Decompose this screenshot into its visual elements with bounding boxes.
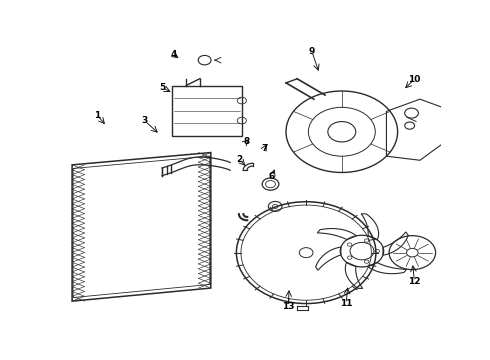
Text: 6: 6: [269, 172, 275, 181]
Text: 12: 12: [408, 277, 421, 286]
Text: 2: 2: [237, 155, 243, 164]
Text: 13: 13: [282, 302, 294, 311]
Text: 8: 8: [244, 137, 250, 146]
Text: 11: 11: [340, 299, 352, 308]
Text: 7: 7: [261, 144, 268, 153]
Text: 10: 10: [408, 75, 420, 84]
Text: 1: 1: [94, 111, 100, 120]
Text: 3: 3: [142, 116, 148, 125]
Text: 5: 5: [159, 83, 165, 92]
Text: 4: 4: [170, 50, 176, 59]
Text: 9: 9: [309, 47, 315, 56]
